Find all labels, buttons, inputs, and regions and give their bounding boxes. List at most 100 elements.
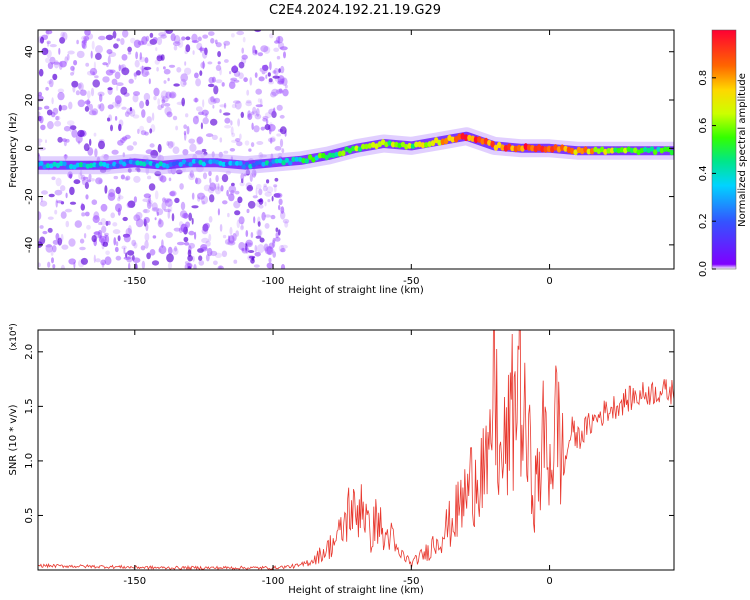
noise-blob <box>240 173 245 181</box>
noise-blob <box>265 74 268 79</box>
noise-blob <box>271 110 277 118</box>
noise-blob <box>191 217 194 225</box>
noise-blob <box>144 71 150 76</box>
noise-blob <box>115 203 122 212</box>
noise-blob <box>176 67 182 73</box>
noise-blob <box>135 218 144 228</box>
noise-blob <box>58 104 62 112</box>
noise-blob <box>76 39 79 45</box>
noise-blob <box>88 110 97 116</box>
noise-blob <box>151 112 155 121</box>
noise-blob <box>172 146 180 154</box>
ridge-cell <box>334 151 339 157</box>
noise-blob <box>236 141 243 147</box>
noise-blob <box>230 77 238 82</box>
ridge-cell <box>39 161 44 166</box>
ridge-cell <box>218 160 223 166</box>
noise-blob <box>279 126 287 135</box>
noise-blob <box>49 78 54 88</box>
noise-blob <box>79 89 87 96</box>
ridge-cell <box>155 163 160 169</box>
ridge-cell <box>563 145 568 152</box>
noise-blob <box>213 98 217 104</box>
noise-blob <box>123 247 126 255</box>
noise-blob <box>169 92 176 98</box>
noise-blob <box>250 111 254 116</box>
ridge-cell <box>374 143 379 150</box>
noise-blob <box>259 237 265 243</box>
noise-blob <box>158 32 167 37</box>
noise-blob <box>172 41 181 47</box>
snr-frame <box>37 329 675 571</box>
noise-blob <box>74 220 83 228</box>
noise-blob <box>265 64 268 73</box>
noise-blob <box>141 36 148 45</box>
ridge-cell <box>589 148 595 155</box>
noise-blob <box>230 126 234 135</box>
noise-blob <box>125 175 131 181</box>
noise-blob <box>90 178 95 182</box>
noise-blob <box>39 36 45 44</box>
noise-blob <box>204 222 210 229</box>
noise-blob <box>161 239 164 249</box>
noise-blob <box>182 212 189 219</box>
noise-blob <box>121 245 127 250</box>
noise-blob <box>152 37 158 42</box>
ridge-cell <box>414 141 419 148</box>
noise-blob <box>51 97 54 105</box>
noise-blob <box>264 191 272 197</box>
ridge-cell <box>234 160 240 166</box>
noise-blob <box>117 139 124 146</box>
ridge-cell <box>543 146 548 153</box>
ridge-cell <box>82 162 87 168</box>
noise-blob <box>160 34 167 39</box>
noise-blob <box>54 209 58 215</box>
noise-blob <box>223 102 227 109</box>
ridge-cell <box>380 139 386 146</box>
noise-blob <box>67 50 75 55</box>
ridge-cell <box>384 141 389 148</box>
noise-blob <box>68 258 76 265</box>
ridge-cell <box>500 144 505 151</box>
noise-blob <box>247 250 255 253</box>
noise-blob <box>260 45 269 53</box>
spectrogram-marks <box>38 30 674 269</box>
ridge-cell <box>52 161 57 167</box>
noise-blob <box>144 131 149 136</box>
noise-blob <box>262 65 266 69</box>
noise-blob <box>115 103 119 107</box>
noise-blob <box>38 111 41 117</box>
noise-blob <box>53 60 60 69</box>
noise-blob <box>72 85 76 93</box>
ridge-cell <box>593 146 598 153</box>
ridge-cell <box>135 160 140 166</box>
ridge-cell <box>533 145 538 153</box>
noise-blob <box>175 125 179 131</box>
noise-blob <box>154 217 157 221</box>
noise-blob <box>89 67 98 76</box>
noise-blob <box>52 107 59 115</box>
ridge-cell <box>347 148 353 154</box>
noise-blob <box>94 148 98 158</box>
ridge-cell <box>613 147 618 153</box>
noise-blob <box>252 49 259 56</box>
noise-blob <box>210 250 218 257</box>
noise-blob <box>108 114 113 122</box>
ridge-cell <box>148 160 153 166</box>
noise-blob <box>84 181 89 190</box>
noise-blob <box>64 208 73 213</box>
noise-blob <box>142 209 150 214</box>
noise-blob <box>121 106 127 110</box>
ridge-cell <box>138 160 144 166</box>
noise-blob <box>178 221 184 227</box>
noise-blob <box>107 192 116 201</box>
noise-blob <box>278 204 281 211</box>
ridge-cell <box>251 162 256 168</box>
noise-blob <box>156 55 163 62</box>
ridge-cell <box>573 149 578 156</box>
noise-blob <box>273 47 280 52</box>
noise-blob <box>91 199 98 205</box>
ridge-cell <box>669 149 674 156</box>
noise-blob <box>251 122 254 130</box>
noise-blob <box>267 137 276 143</box>
